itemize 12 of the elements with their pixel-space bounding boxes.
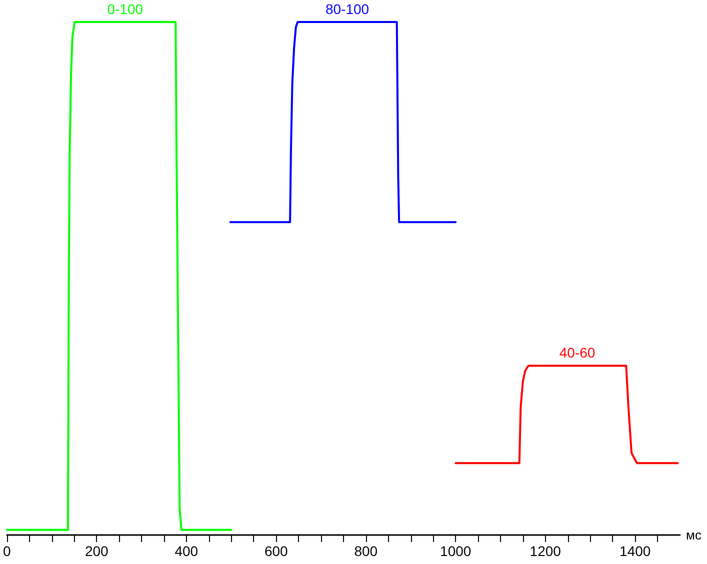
x-axis-title: мс: [686, 528, 702, 542]
x-tick-label: 1400: [620, 543, 651, 559]
x-tick-label: 400: [174, 543, 198, 559]
x-tick-label: 600: [264, 543, 288, 559]
series-label: 40-60: [559, 344, 596, 361]
x-tick-label: 1200: [530, 543, 562, 559]
x-tick-label: 200: [84, 543, 109, 559]
x-tick-label: 1000: [440, 543, 472, 559]
series-label: 80-100: [325, 1, 370, 17]
x-tick-label: 800: [354, 543, 378, 559]
series-label: 0-100: [107, 1, 144, 17]
x-tick-label: 0: [2, 543, 11, 559]
